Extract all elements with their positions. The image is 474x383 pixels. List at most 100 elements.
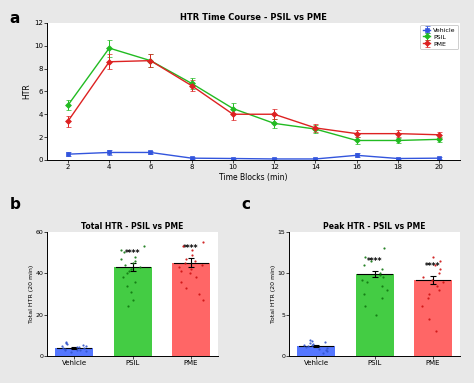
Point — [428, 277, 436, 283]
Point — [425, 291, 432, 297]
Text: a: a — [9, 11, 20, 26]
Bar — [172, 263, 210, 356]
Point — [362, 303, 369, 309]
Point — [62, 346, 69, 352]
Point — [379, 295, 386, 301]
Point — [361, 254, 368, 260]
Point — [67, 349, 75, 355]
Bar — [55, 348, 93, 356]
Bar — [114, 267, 152, 356]
Title: Peak HTR - PSIL vs PME: Peak HTR - PSIL vs PME — [323, 222, 426, 231]
Point — [379, 274, 386, 280]
Point — [435, 287, 443, 293]
Title: HTR Time Course - PSIL vs PME: HTR Time Course - PSIL vs PME — [180, 13, 327, 22]
Point — [188, 252, 195, 258]
Point — [308, 342, 315, 348]
Point — [323, 345, 331, 351]
Point — [192, 274, 200, 280]
Point — [195, 291, 203, 297]
Point — [309, 338, 316, 344]
Point — [62, 339, 70, 345]
Point — [191, 258, 199, 264]
Y-axis label: Total HTR (20 min): Total HTR (20 min) — [271, 265, 276, 323]
Point — [199, 297, 207, 303]
Point — [431, 262, 438, 268]
Point — [127, 289, 135, 295]
Point — [59, 345, 66, 351]
Point — [383, 287, 391, 293]
Point — [189, 247, 196, 254]
Point — [132, 278, 139, 285]
Point — [429, 254, 437, 260]
Point — [140, 243, 148, 249]
Text: ****: **** — [425, 262, 441, 271]
Point — [322, 347, 330, 354]
Point — [117, 255, 125, 262]
Point — [177, 278, 184, 285]
Point — [372, 312, 380, 318]
Point — [380, 245, 388, 251]
Point — [128, 266, 135, 272]
Point — [418, 303, 426, 309]
Point — [321, 339, 328, 345]
Point — [378, 266, 385, 272]
Point — [376, 272, 383, 278]
Point — [424, 295, 432, 301]
Point — [121, 262, 128, 268]
Point — [310, 341, 317, 347]
Point — [425, 316, 432, 322]
Text: ****: **** — [125, 249, 140, 258]
Point — [436, 266, 444, 272]
Point — [433, 283, 440, 289]
Point — [358, 277, 365, 283]
Point — [80, 345, 87, 351]
Point — [129, 297, 137, 303]
Bar — [297, 346, 335, 356]
Point — [182, 255, 190, 262]
Point — [360, 262, 367, 268]
Point — [360, 291, 367, 297]
Point — [123, 270, 131, 276]
Point — [119, 274, 127, 280]
Legend: Vehicle, PSIL, PME: Vehicle, PSIL, PME — [420, 25, 458, 49]
Point — [307, 340, 314, 346]
Point — [363, 278, 371, 285]
Point — [302, 344, 310, 350]
Point — [315, 346, 322, 352]
Point — [439, 278, 447, 285]
Text: ****: **** — [183, 244, 199, 253]
Point — [62, 347, 69, 353]
Point — [118, 247, 125, 254]
Y-axis label: HTR: HTR — [22, 83, 31, 99]
Point — [82, 348, 90, 354]
Point — [132, 254, 139, 260]
Bar — [356, 274, 393, 356]
Point — [419, 274, 427, 280]
Point — [129, 260, 137, 266]
Point — [62, 340, 70, 346]
Point — [435, 270, 442, 276]
Point — [178, 268, 185, 274]
X-axis label: Time Blocks (min): Time Blocks (min) — [219, 173, 288, 182]
Point — [79, 342, 86, 348]
Point — [200, 239, 207, 245]
Point — [187, 266, 195, 272]
Point — [123, 283, 131, 289]
Point — [131, 258, 139, 264]
Point — [175, 264, 183, 270]
Point — [126, 268, 133, 274]
Text: ****: **** — [367, 257, 383, 266]
Point — [181, 260, 189, 266]
Point — [58, 343, 65, 349]
Point — [76, 344, 83, 350]
Title: Total HTR - PSIL vs PME: Total HTR - PSIL vs PME — [82, 222, 184, 231]
Point — [63, 341, 71, 347]
Point — [76, 347, 84, 354]
Point — [182, 285, 190, 291]
Point — [136, 264, 144, 270]
Text: b: b — [9, 197, 20, 212]
Text: c: c — [242, 197, 251, 212]
Point — [179, 243, 187, 249]
Y-axis label: Total HTR (20 min): Total HTR (20 min) — [29, 265, 34, 323]
Point — [82, 343, 90, 349]
